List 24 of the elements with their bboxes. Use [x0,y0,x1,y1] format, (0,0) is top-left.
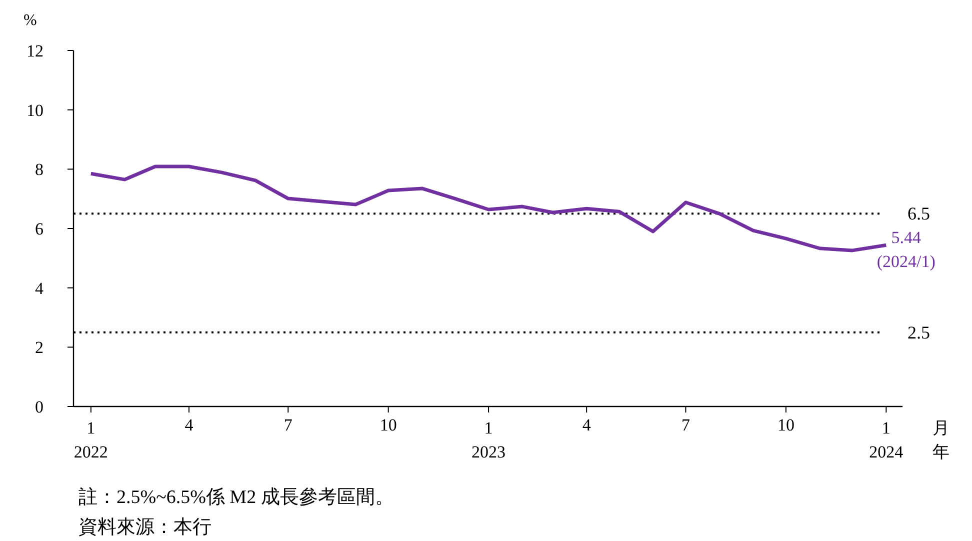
y-axis-title: % [24,12,37,29]
text: 註：2.5%~6.5%係 M2 成長參考區間。 [78,486,394,508]
x-tick-label: 1 2022 [74,418,108,462]
source-note: 資料來源：本行 [78,517,212,538]
ref-line-label: 2.5 [908,322,930,342]
y-tick-label: 10 [26,100,44,120]
y-tick-label: 2 [35,338,44,358]
x-tick-label: 4 [184,416,194,434]
x-tick-label: 10 [380,416,397,434]
y-tick-label: 8 [35,160,44,180]
x-tick-label: 1 2024 [869,418,904,462]
y-tick-label: 12 [26,42,44,60]
ref-line-label: 6.5 [908,204,930,224]
x-axis-title: 月年 [932,418,950,462]
x-tick-label: 4 [582,416,592,434]
line-series [89,164,888,252]
y-tick-label: 0 [35,398,44,416]
annotation: 5.44 (2024/1) [876,228,936,271]
x-tick-label: 7 [681,416,690,434]
x-tick-label: 1 2023 [472,418,506,462]
x-tick-label: 7 [284,416,293,434]
y-tick-label: 6 [35,220,44,238]
x-tick-label: 10 [777,416,794,434]
y-tick-label: 4 [35,278,44,298]
